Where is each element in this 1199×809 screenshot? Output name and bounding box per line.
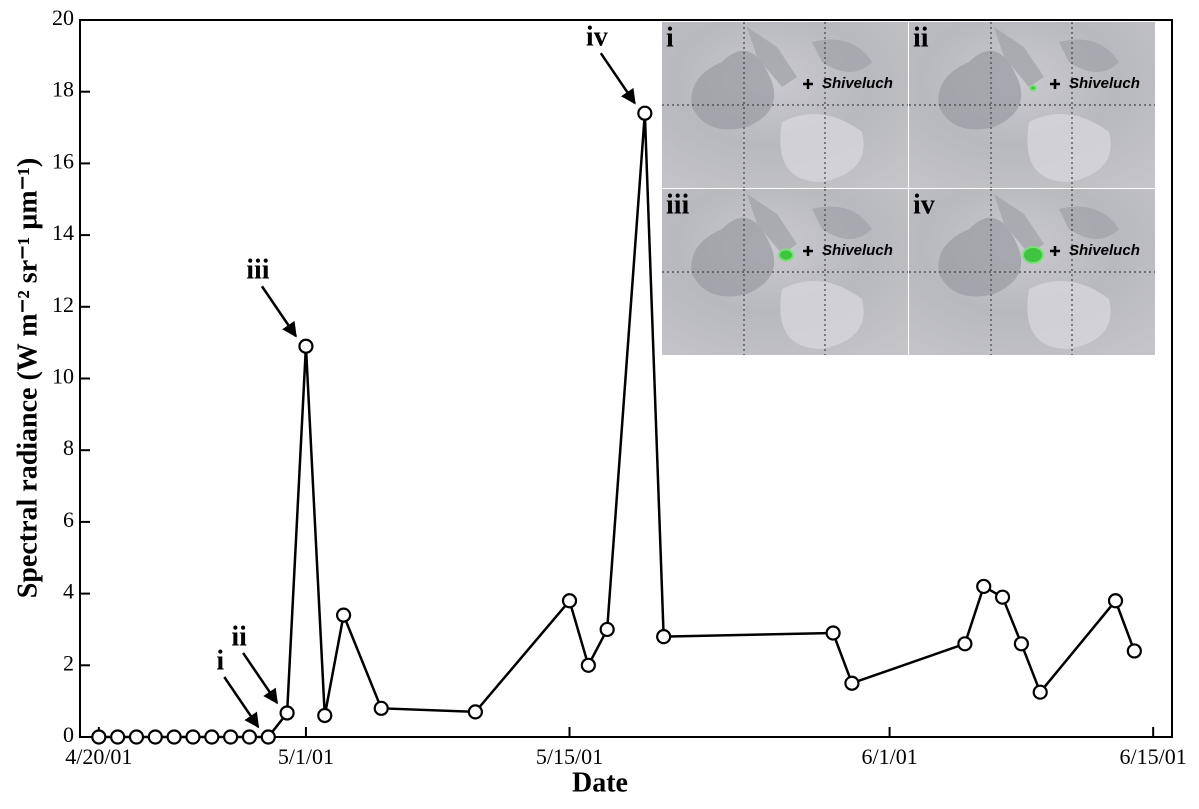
data-point [317,707,333,724]
data-point [656,629,672,645]
data-point [335,607,352,623]
terrain-ridge [994,194,1119,254]
data-point [580,657,596,673]
data-point [147,729,163,745]
panel-label: ii [913,22,929,53]
y-tick-label: 6 [63,507,74,532]
data-point [128,729,145,745]
panel-label: iii [666,189,690,220]
terrain-shade [691,217,775,297]
site-marker [1050,79,1060,89]
panel-label: i [666,22,674,53]
x-tick-label: 6/1/01 [861,744,917,769]
terrain-shade [691,50,775,130]
site-label: Shiveluch [822,75,893,92]
site-marker [1050,246,1060,256]
x-tick-label: 6/15/01 [1120,744,1187,769]
site-marker [803,79,813,89]
data-point [1013,636,1029,652]
site-marker [803,246,813,256]
data-point [637,105,653,121]
data-point [91,729,107,745]
data-point [976,578,992,595]
data-point [1107,593,1124,609]
y-tick-label: 20 [52,5,74,30]
annotation-arrow [260,285,297,338]
data-point [185,729,201,745]
data-point [373,700,389,716]
y-tick-label: 2 [63,650,74,675]
annotation-label: i [216,645,224,676]
thermal-anomaly [1029,84,1037,92]
site-label: Shiveluch [1069,75,1140,92]
thermal-anomaly [778,248,794,262]
data-point [204,729,220,745]
data-point [166,729,182,745]
data-point [599,621,615,638]
annotation-arrow [599,52,636,105]
annotation-arrow [242,652,279,705]
terrain-shade [938,50,1022,130]
annotation-label: ii [231,621,247,652]
y-axis-label: Spectral radiance (W m⁻² sr⁻¹ µm⁻¹) [12,158,43,599]
y-tick-label: 14 [52,220,74,245]
terrain-ridge [994,27,1119,87]
site-label: Shiveluch [1069,242,1140,259]
y-tick-label: 18 [52,77,74,102]
data-point [223,729,239,745]
y-tick-label: 10 [52,364,74,389]
y-tick-label: 12 [52,292,74,317]
annotation-arrow [223,676,260,729]
data-point [1032,684,1048,700]
data-point [260,729,276,745]
annotation-label: iii [246,255,270,286]
x-axis-label: Date [572,767,628,798]
y-tick-label: 8 [63,435,74,460]
panel-label: iv [913,189,935,220]
site-label: Shiveluch [822,242,893,259]
x-tick-label: 5/1/01 [278,744,334,769]
terrain-ridge [747,194,872,254]
x-tick-label: 4/20/01 [65,744,132,769]
x-tick-label: 5/15/01 [536,744,603,769]
inset-images: Shiveluch i Shiveluch ii Shiveluch iii Shivelu… [662,22,1155,355]
data-point [241,729,258,745]
data-point [467,704,483,720]
data-point [279,705,295,721]
terrain-light [780,281,864,349]
y-tick-label: 4 [63,579,74,604]
terrain-ridge [747,27,872,87]
data-point [561,593,578,609]
data-point [844,675,860,691]
annotation-label: iv [586,22,608,53]
thermal-anomaly [1022,246,1044,264]
terrain-light [780,114,864,182]
data-point [110,729,126,745]
data-point [994,589,1011,605]
data-point [957,636,973,652]
y-tick-label: 0 [63,722,74,747]
data-point [298,338,314,354]
data-point [1126,643,1142,659]
y-tick-label: 16 [52,148,74,173]
data-point [825,625,841,641]
terrain-light [1027,281,1111,349]
terrain-shade [938,217,1022,297]
terrain-light [1027,114,1111,182]
